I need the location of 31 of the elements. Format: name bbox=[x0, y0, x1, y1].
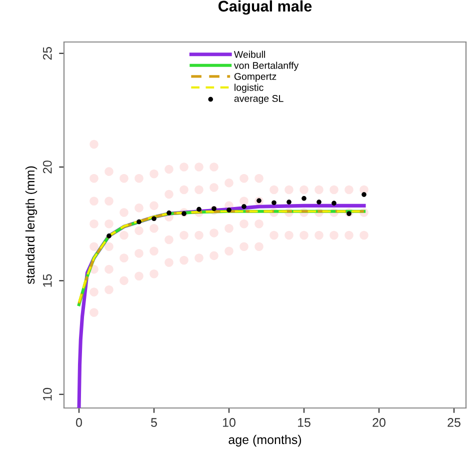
point bbox=[362, 192, 366, 197]
x-tick-label: 5 bbox=[151, 418, 157, 427]
legend-label: Weibull bbox=[234, 50, 266, 58]
x-tick-label: 0 bbox=[76, 418, 82, 427]
y-axis-title: standard length (mm) bbox=[25, 166, 38, 284]
point bbox=[196, 206, 202, 212]
point bbox=[106, 234, 112, 238]
x-tick-label: 25 bbox=[448, 418, 460, 427]
x-tick-label: 10 bbox=[223, 418, 236, 427]
point bbox=[316, 200, 322, 204]
point bbox=[302, 196, 306, 201]
y-tick-label: 15 bbox=[43, 274, 52, 287]
legend-label: logistic bbox=[234, 84, 264, 93]
x-tick-label: 20 bbox=[372, 418, 386, 427]
y-tick-label: 25 bbox=[42, 46, 52, 60]
point bbox=[136, 219, 142, 224]
y-tick-label: 20 bbox=[42, 160, 52, 174]
point bbox=[226, 208, 232, 212]
legend-label: average SL bbox=[234, 95, 284, 104]
chart-title: Caigual male bbox=[218, 0, 312, 15]
legend-label: von Bertalanffy bbox=[234, 62, 299, 71]
y-tick-label: 10 bbox=[42, 388, 52, 400]
legend-label: Gompertz bbox=[234, 73, 276, 82]
point bbox=[166, 210, 172, 216]
point bbox=[332, 200, 336, 206]
point bbox=[242, 204, 246, 209]
x-axis-title: age (months) bbox=[228, 434, 302, 447]
point bbox=[286, 200, 292, 204]
x-tick-label: 15 bbox=[298, 418, 310, 427]
point bbox=[272, 200, 276, 206]
point bbox=[152, 216, 156, 222]
